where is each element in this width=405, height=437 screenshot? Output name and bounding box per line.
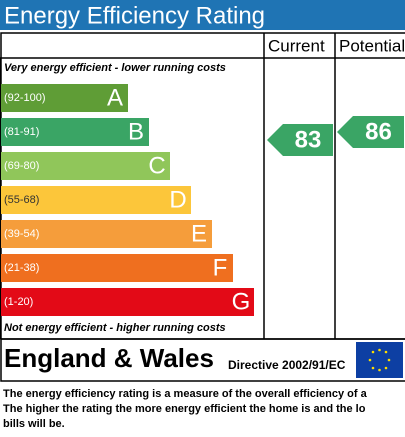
title: Energy Efficiency Rating [4,2,265,29]
col-potential: Potential [339,36,405,55]
band-range: (92-100) [4,92,46,104]
bottom-note: Not energy efficient - higher running co… [4,322,226,334]
description-line: bills will be. [3,418,65,430]
band-letter: E [191,220,207,247]
band-range: (69-80) [4,160,39,172]
eu-stars [368,348,391,372]
description-line: The energy efficiency rating is a measur… [3,388,368,400]
band-letter: A [107,84,123,111]
band-range: (21-38) [4,262,39,274]
band [1,84,128,112]
band [1,220,212,248]
band [1,288,254,316]
band-range: (1-20) [4,296,33,308]
band-letter: F [213,254,228,281]
band-letter: C [148,152,165,179]
band [1,118,149,146]
band [1,186,191,214]
band [1,152,170,180]
title-bar [0,0,405,30]
current-arrow [267,124,333,156]
band-range: (55-68) [4,194,39,206]
eu-flag [356,342,403,378]
potential-value: 86 [365,118,392,145]
band-letter: D [169,186,186,213]
band-letter: G [232,288,251,315]
current-value: 83 [295,126,322,153]
directive: Directive 2002/91/EC [228,358,346,372]
potential-arrow [337,116,404,148]
band-range: (81-91) [4,126,39,138]
band [1,254,233,282]
col-current: Current [268,36,325,55]
region: England & Wales [4,343,214,373]
band-range: (39-54) [4,228,39,240]
top-note: Very energy efficient - lower running co… [4,62,226,74]
footer-frame [0,338,405,382]
description-line: The higher the rating the more energy ef… [3,403,366,415]
band-letter: B [128,118,144,145]
